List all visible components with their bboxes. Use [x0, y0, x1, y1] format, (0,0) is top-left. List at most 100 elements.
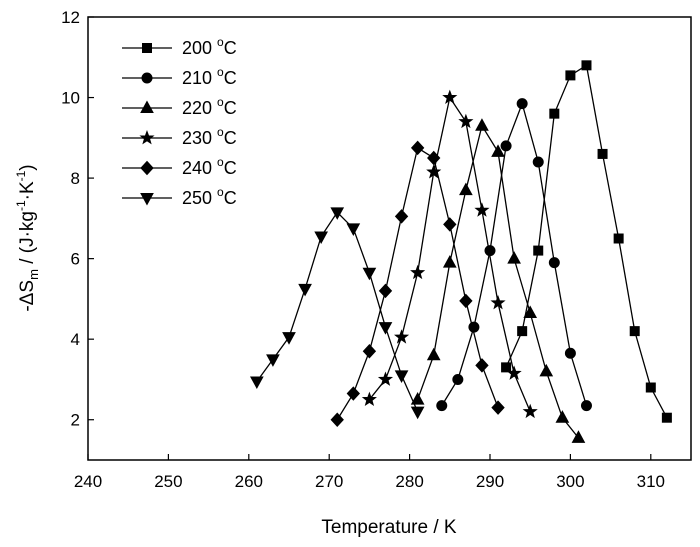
- data-point: [491, 144, 505, 157]
- data-point: [645, 382, 656, 393]
- y-title-unit-a: / (J·kg: [17, 211, 38, 269]
- axis-ticks: 240 250 260 270 280 290 300 310 2 4 6 8 10 12: [61, 8, 665, 491]
- legend-label-degree: o: [217, 155, 224, 169]
- data-point: [410, 406, 425, 420]
- data-point: [298, 283, 312, 297]
- data-point: [564, 347, 576, 359]
- legend-label: 220 oC: [182, 95, 237, 118]
- legend-label-unit: C: [224, 188, 237, 208]
- data-point: [533, 245, 544, 256]
- data-point: [377, 371, 394, 386]
- series-240: [330, 140, 505, 427]
- y-title-sup-2: -1: [14, 170, 28, 181]
- data-point: [580, 400, 592, 412]
- legend-marker: [140, 100, 154, 113]
- legend-marker: [140, 193, 154, 206]
- data-point: [394, 370, 409, 383]
- data-point: [330, 207, 345, 220]
- data-point: [459, 293, 473, 309]
- data-point: [475, 118, 489, 131]
- data-point: [523, 305, 538, 319]
- y-title-unit-c: ): [17, 164, 38, 170]
- data-point: [565, 70, 576, 81]
- data-point: [362, 344, 377, 359]
- legend-label-unit: C: [224, 98, 237, 118]
- data-point: [442, 255, 457, 268]
- data-point: [459, 182, 473, 196]
- data-point: [539, 363, 554, 377]
- x-axis-title: Temperature / K: [321, 517, 456, 538]
- x-tick-label: 300: [556, 472, 584, 491]
- series-230: [361, 89, 538, 419]
- x-tick-label: 250: [154, 472, 182, 491]
- legend-item: 240 oC: [122, 155, 237, 178]
- data-point: [346, 223, 361, 236]
- legend-item: 210 oC: [122, 65, 237, 88]
- series-line: [505, 64, 668, 419]
- legend-label-value: 220: [182, 98, 217, 118]
- legend-label-unit: C: [224, 38, 237, 58]
- y-tick-label: 10: [61, 89, 80, 108]
- x-tick-label: 280: [395, 472, 423, 491]
- legend-label-value: 200: [182, 38, 217, 58]
- y-title-sub-m: m: [26, 269, 41, 280]
- data-point: [571, 430, 586, 443]
- data-point: [394, 209, 409, 224]
- data-point: [490, 294, 506, 310]
- data-point: [501, 362, 512, 373]
- data-point: [506, 365, 522, 380]
- data-point: [491, 400, 505, 415]
- legend-marker: [139, 130, 155, 145]
- data-point: [282, 332, 296, 345]
- data-point: [661, 412, 672, 423]
- legend-marker: [142, 43, 152, 53]
- data-point: [427, 150, 441, 166]
- data-point: [361, 391, 377, 407]
- data-point: [517, 326, 528, 337]
- data-point: [443, 217, 457, 232]
- data-point: [378, 283, 393, 299]
- legend-label-degree: o: [217, 35, 224, 49]
- series-line: [417, 124, 579, 439]
- legend-label-degree: o: [217, 185, 224, 199]
- x-tick-label: 310: [637, 472, 665, 491]
- y-tick-label: 12: [61, 8, 80, 27]
- legend-item: 200 oC: [122, 35, 237, 58]
- data-point: [410, 264, 426, 280]
- data-point: [346, 386, 361, 401]
- data-point: [426, 164, 442, 179]
- data-point: [555, 410, 570, 423]
- data-point: [442, 89, 458, 104]
- data-point: [581, 60, 592, 71]
- data-point: [549, 108, 560, 119]
- series-layer: [249, 60, 672, 443]
- legend-label-degree: o: [217, 95, 224, 109]
- legend-label: 200 oC: [182, 35, 237, 58]
- legend-item: 230 oC: [122, 125, 237, 148]
- data-point: [522, 403, 538, 419]
- x-tick-label: 290: [476, 472, 504, 491]
- y-tick-label: 8: [71, 169, 80, 188]
- legend-item: 250 oC: [122, 185, 237, 208]
- x-tick-label: 240: [74, 472, 102, 491]
- data-point: [548, 257, 560, 269]
- series-210: [436, 98, 592, 412]
- data-point: [330, 412, 344, 427]
- data-point: [629, 326, 640, 337]
- legend-label-degree: o: [217, 125, 224, 139]
- data-point: [249, 376, 264, 390]
- data-point: [474, 202, 490, 217]
- y-title-minus: -: [17, 305, 38, 311]
- data-point: [516, 98, 528, 110]
- y-tick-label: 2: [71, 411, 80, 430]
- data-point: [436, 400, 448, 412]
- data-point: [410, 140, 425, 156]
- series-line: [441, 101, 588, 406]
- data-point: [500, 140, 512, 152]
- legend-label-value: 210: [182, 68, 217, 88]
- y-title-s: S: [17, 280, 38, 293]
- data-point: [394, 329, 410, 344]
- data-point: [410, 392, 425, 405]
- x-tick-label: 260: [235, 472, 263, 491]
